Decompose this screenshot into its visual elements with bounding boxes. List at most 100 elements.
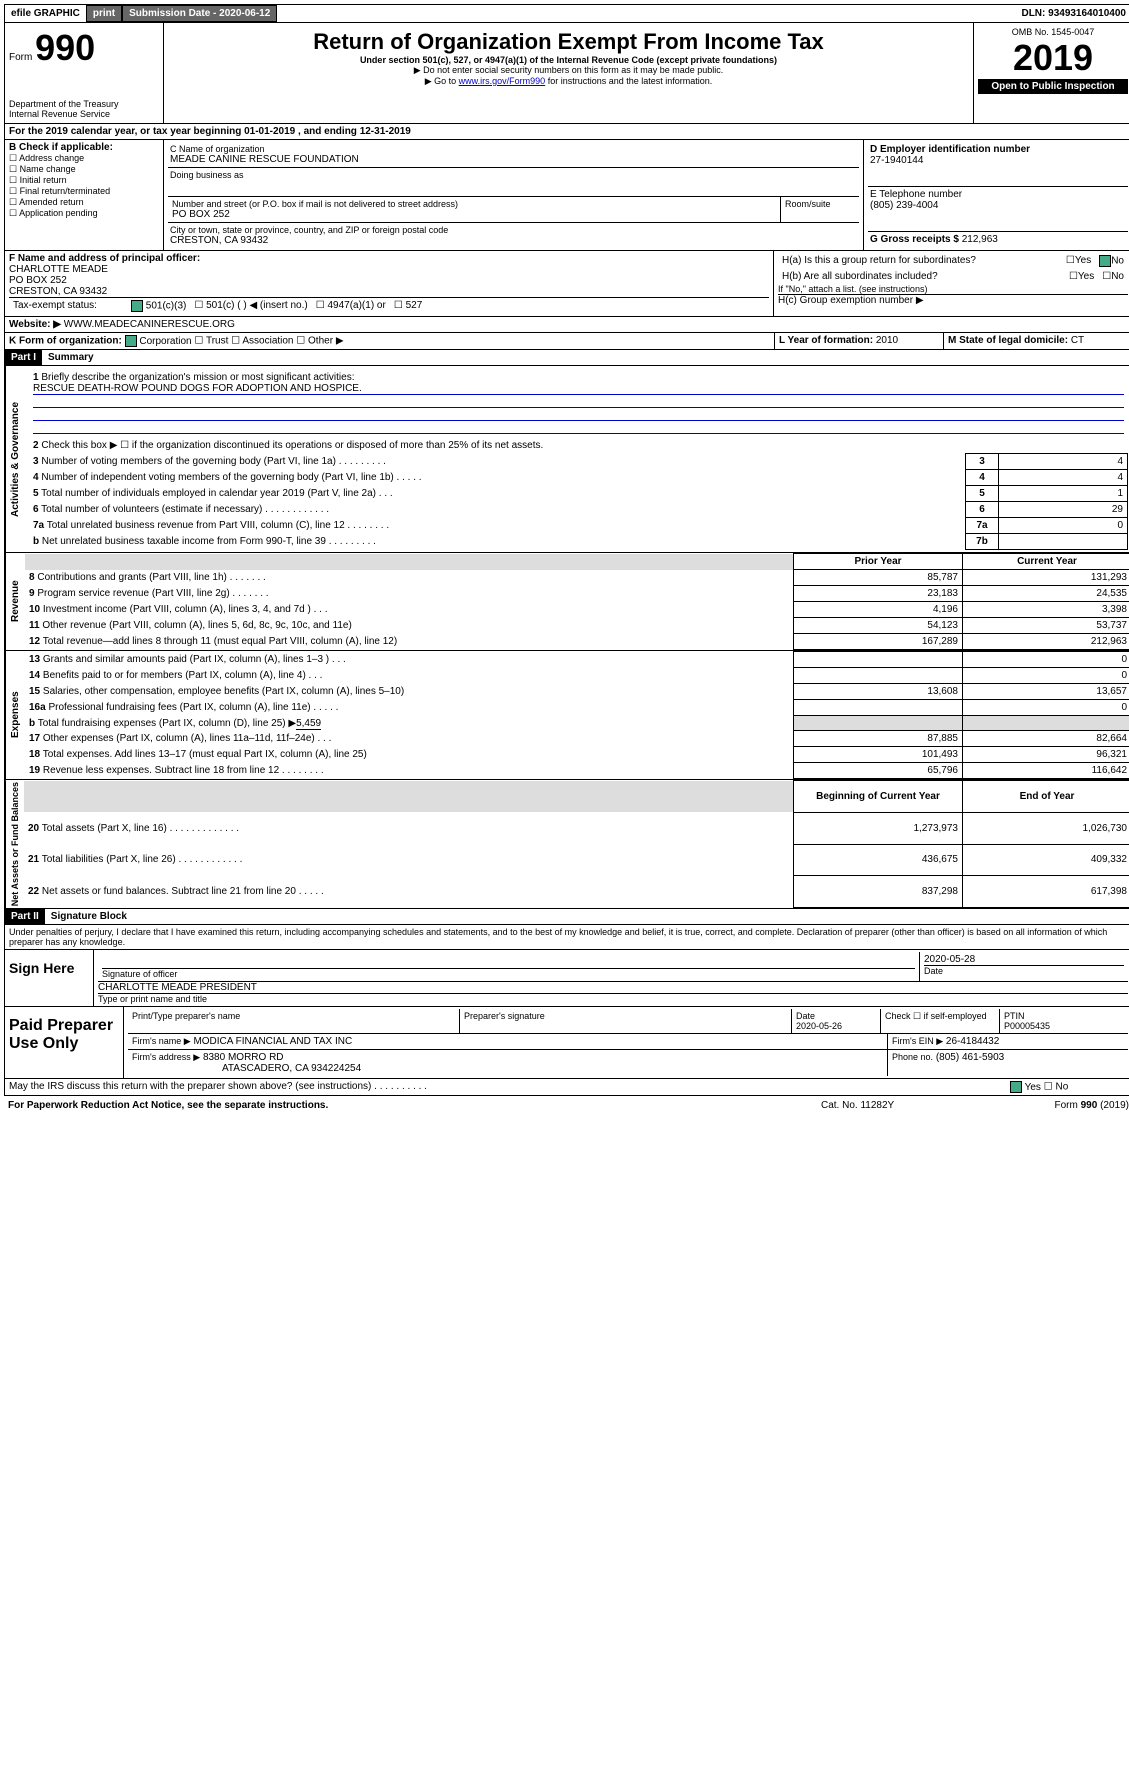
firm-addr-cell: Firm's address ▶ 8380 MORRO RD ATASCADER… <box>128 1050 888 1076</box>
col-current: Current Year <box>963 554 1129 570</box>
netassets-block: Net Assets or Fund Balances Beginning of… <box>4 780 1129 909</box>
opt-527[interactable]: ☐ 527 <box>390 298 426 314</box>
city-label: City or town, state or province, country… <box>170 225 857 235</box>
subtitle3: ▶ Go to www.irs.gov/Form990 for instruct… <box>170 76 967 87</box>
b22: 837,298 <box>794 876 963 908</box>
opt-application-pending[interactable]: ☐ Application pending <box>9 208 159 219</box>
side-netassets: Net Assets or Fund Balances <box>5 780 24 908</box>
department-label: Department of the Treasury Internal Reve… <box>9 99 159 119</box>
side-revenue: Revenue <box>5 553 25 650</box>
l7a: Total unrelated business revenue from Pa… <box>47 520 389 531</box>
opt-name-change[interactable]: ☐ Name change <box>9 164 159 175</box>
c11: 53,737 <box>963 618 1129 634</box>
org-city: CRESTON, CA 93432 <box>170 235 857 246</box>
v4: 4 <box>999 470 1128 486</box>
date-label: Date <box>924 965 1124 976</box>
v3: 4 <box>999 454 1128 470</box>
l16a: Professional fundraising fees (Part IX, … <box>48 702 338 713</box>
hc-label: H(c) Group exemption number ▶ <box>778 294 1128 306</box>
opt-4947[interactable]: ☐ 4947(a)(1) or <box>312 298 390 314</box>
opt-501c3[interactable]: 501(c)(3) <box>127 298 190 314</box>
phone-value: (805) 239-4004 <box>870 200 1126 211</box>
l9: Program service revenue (Part VIII, line… <box>37 588 268 599</box>
part1-header: Part I Summary <box>4 350 1129 366</box>
ha-label: H(a) Is this a group return for subordin… <box>778 253 1062 269</box>
hb-no[interactable]: ☐No <box>1098 269 1128 284</box>
officer-addr1: PO BOX 252 <box>9 275 769 286</box>
k-trust[interactable]: ☐ Trust <box>194 336 228 347</box>
l21: Total liabilities (Part X, line 26) . . … <box>42 854 243 865</box>
b20: 1,273,973 <box>794 812 963 844</box>
k-assoc[interactable]: ☐ Association <box>231 336 293 347</box>
paid-preparer-block: Paid Preparer Use Only Print/Type prepar… <box>4 1007 1129 1079</box>
opt-final-return[interactable]: ☐ Final return/terminated <box>9 186 159 197</box>
instructions-link[interactable]: www.irs.gov/Form990 <box>459 76 546 86</box>
firm-ein-cell: Firm's EIN ▶ 26-4184432 <box>888 1034 1128 1049</box>
discuss-label: May the IRS discuss this return with the… <box>5 1079 1008 1095</box>
ptin-cell: PTINP00005435 <box>1000 1009 1128 1033</box>
ha-no[interactable]: No <box>1095 253 1128 269</box>
website-label: Website: ▶ <box>9 319 61 330</box>
b21: 436,675 <box>794 844 963 876</box>
p11: 54,123 <box>794 618 963 634</box>
opt-amended-return[interactable]: ☐ Amended return <box>9 197 159 208</box>
l4: Number of independent voting members of … <box>41 472 421 483</box>
officer-name: CHARLOTTE MEADE <box>9 264 769 275</box>
box-h: H(a) Is this a group return for subordin… <box>774 251 1129 316</box>
side-activities: Activities & Governance <box>5 366 25 552</box>
p17: 87,885 <box>794 731 963 747</box>
prep-sig-label: Preparer's signature <box>460 1009 792 1033</box>
name-label: C Name of organization <box>170 144 857 154</box>
hb-yes[interactable]: ☐Yes <box>1065 269 1098 284</box>
k-label: K Form of organization: <box>9 336 122 347</box>
opt-address-change[interactable]: ☐ Address change <box>9 153 159 164</box>
sign-here-label: Sign Here <box>5 950 93 1006</box>
discuss-no[interactable]: ☐ No <box>1044 1082 1069 1093</box>
netassets-table: Beginning of Current YearEnd of Year 20 … <box>24 780 1129 908</box>
org-name: MEADE CANINE RESCUE FOUNDATION <box>170 154 857 165</box>
c10: 3,398 <box>963 602 1129 618</box>
l11: Other revenue (Part VIII, column (A), li… <box>42 620 351 631</box>
blank-line <box>33 408 1124 421</box>
org-address: PO BOX 252 <box>172 209 776 220</box>
form-footer: Form 990 (2019) <box>985 1098 1129 1113</box>
col-end: End of Year <box>963 781 1129 813</box>
form-number-box: Form 990 Department of the Treasury Inte… <box>5 23 164 123</box>
blank-line <box>33 395 1124 408</box>
tax-exempt-row: Tax-exempt status: 501(c)(3) ☐ 501(c) ( … <box>9 297 769 314</box>
line-l: L Year of formation: 2010 <box>774 333 943 349</box>
check-self[interactable]: Check ☐ if self-employed <box>881 1009 1000 1033</box>
discuss-yes[interactable]: Yes <box>1010 1082 1041 1093</box>
l8: Contributions and grants (Part VIII, lin… <box>37 572 265 583</box>
l3: Number of voting members of the governin… <box>41 456 386 467</box>
top-bar: efile GRAPHIC print Submission Date - 20… <box>4 4 1129 23</box>
l12: Total revenue—add lines 8 through 11 (mu… <box>43 636 397 647</box>
print-button[interactable]: print <box>86 5 122 22</box>
hb-label: H(b) Are all subordinates included? <box>778 269 1065 284</box>
opt-initial-return[interactable]: ☐ Initial return <box>9 175 159 186</box>
l19: Revenue less expenses. Subtract line 18 … <box>43 765 324 776</box>
opt-501c[interactable]: ☐ 501(c) ( ) ◀ (insert no.) <box>190 298 311 314</box>
p18: 101,493 <box>794 747 963 763</box>
l22: Net assets or fund balances. Subtract li… <box>42 886 324 897</box>
form-number: 990 <box>35 27 95 68</box>
e22: 617,398 <box>963 876 1129 908</box>
submission-date-button[interactable]: Submission Date - 2020-06-12 <box>122 5 277 22</box>
right-info: D Employer identification number 27-1940… <box>863 140 1129 250</box>
e20: 1,026,730 <box>963 812 1129 844</box>
expenses-block: Expenses 13 Grants and similar amounts p… <box>4 651 1129 780</box>
l16b: Total fundraising expenses (Part IX, col… <box>38 718 296 729</box>
website-value: WWW.MEADECANINERESCUE.ORG <box>64 319 235 330</box>
addr-label: Number and street (or P.O. box if mail i… <box>172 199 776 209</box>
footer: For Paperwork Reduction Act Notice, see … <box>4 1096 1129 1115</box>
l1-value: RESCUE DEATH-ROW POUND DOGS FOR ADOPTION… <box>33 383 1124 395</box>
p14 <box>794 668 963 684</box>
col-begin: Beginning of Current Year <box>794 781 963 813</box>
k-corp[interactable]: Corporation <box>125 336 192 347</box>
k-other[interactable]: ☐ Other ▶ <box>296 336 343 347</box>
discuss-yesno: Yes ☐ No <box>1008 1079 1129 1095</box>
box-b-label: B Check if applicable: <box>9 142 159 153</box>
l6: Total number of volunteers (estimate if … <box>41 504 329 515</box>
ha-yes[interactable]: ☐Yes <box>1062 253 1095 269</box>
form-header: Form 990 Department of the Treasury Inte… <box>4 23 1129 124</box>
